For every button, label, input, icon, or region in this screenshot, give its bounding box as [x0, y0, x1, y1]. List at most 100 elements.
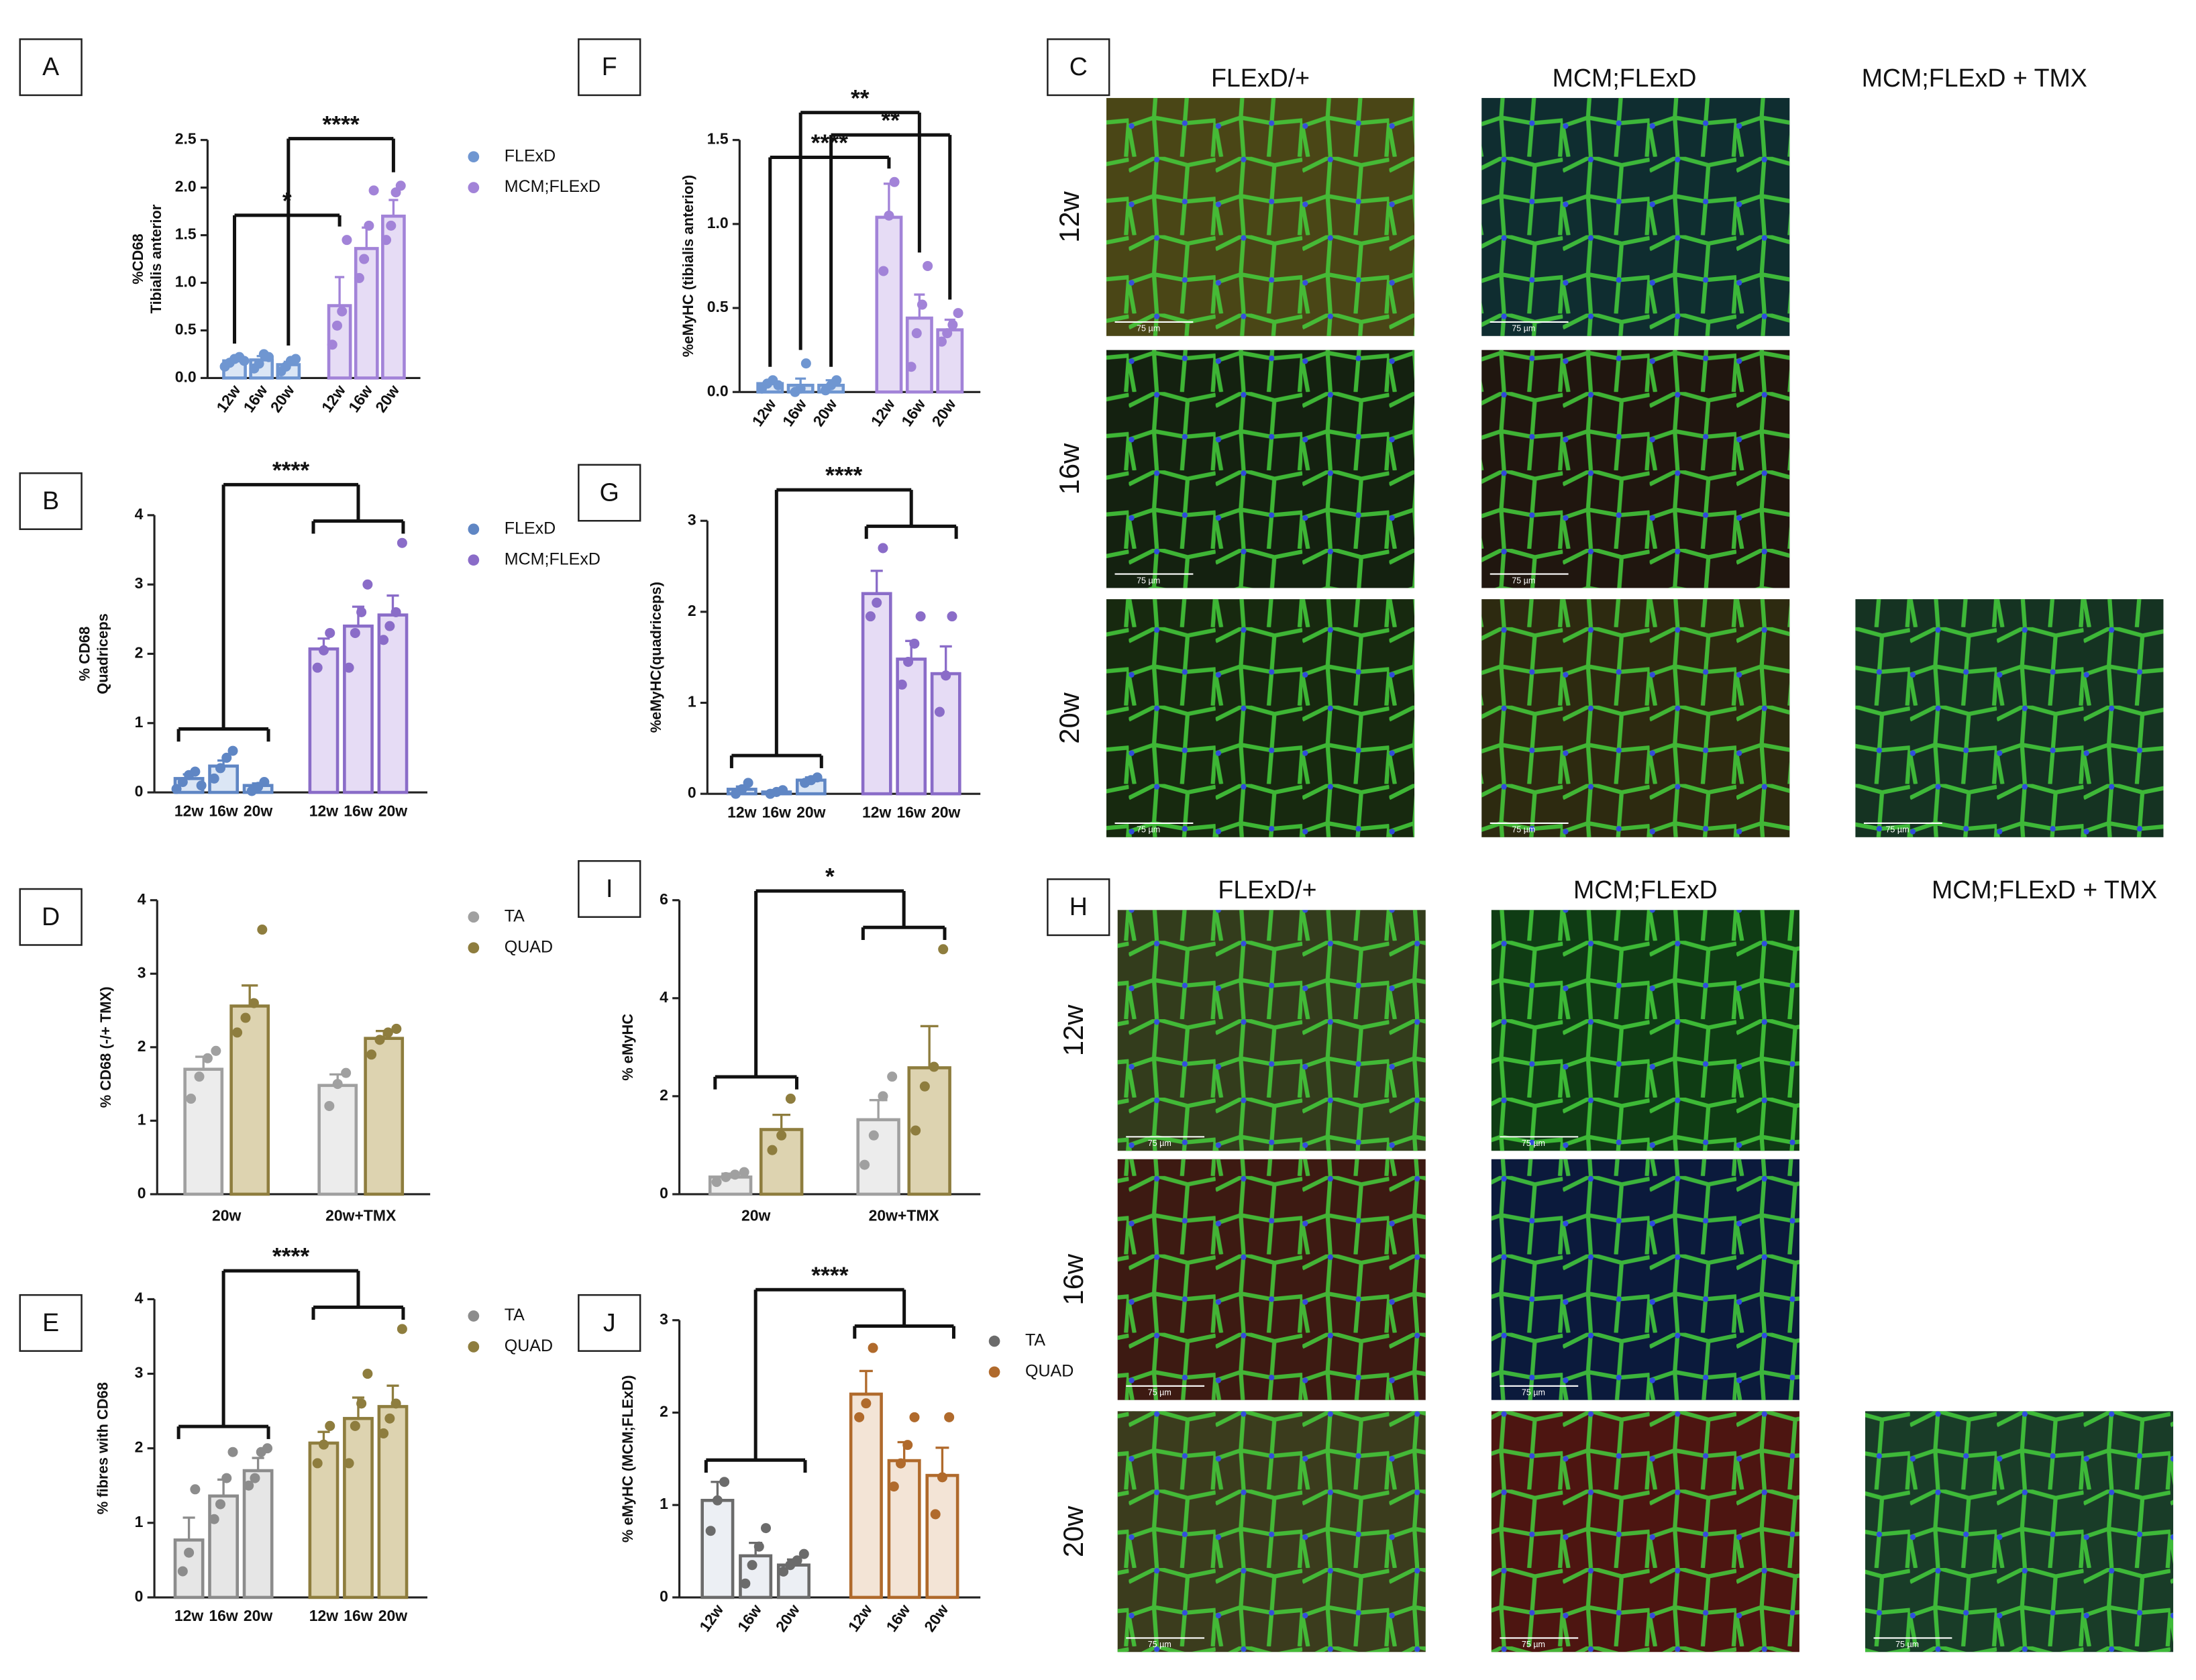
y-tick-label: 0	[135, 1587, 144, 1605]
x-tick-label: 16w	[240, 382, 270, 416]
data-point	[868, 1343, 878, 1353]
y-tick-label: 2	[135, 1438, 144, 1456]
data-point	[390, 607, 401, 618]
y-axis-label: %eMyHC(quadriceps)	[647, 582, 664, 733]
data-point	[737, 784, 747, 794]
data-point	[743, 778, 753, 788]
x-tick-label: 12w	[845, 1601, 876, 1635]
column-header: FLExD/+	[1211, 64, 1310, 92]
row-label: 16w	[1057, 1253, 1089, 1305]
y-axis-label: Quadriceps	[95, 613, 111, 694]
data-point	[953, 308, 963, 319]
y-tick-label: 1.5	[175, 225, 197, 243]
data-point	[767, 1145, 778, 1155]
data-point	[362, 1369, 373, 1379]
data-point	[878, 543, 888, 554]
y-axis-label: % eMyHC	[619, 1014, 636, 1081]
scale-label: 75 µm	[1522, 1388, 1545, 1398]
data-point	[878, 1091, 888, 1102]
x-tick-label: 12w	[748, 396, 779, 430]
legend-marker	[468, 151, 480, 163]
panel-label: B	[42, 486, 59, 515]
y-tick-label: 2	[660, 1086, 668, 1104]
data-point	[354, 272, 364, 283]
micrograph-fibres	[1865, 1411, 2174, 1652]
data-point	[776, 1130, 787, 1141]
x-tick-label: 16w	[734, 1601, 765, 1635]
y-tick-label: 0	[138, 1184, 146, 1202]
x-tick-label: 20w	[741, 1206, 771, 1224]
panel-label: G	[600, 478, 619, 507]
panel-label: I	[606, 874, 613, 902]
data-point	[240, 1012, 251, 1023]
scale-label: 75 µm	[1137, 825, 1160, 835]
legend-label: TA	[505, 906, 525, 925]
y-tick-label: 3	[138, 963, 146, 981]
data-point	[795, 383, 806, 394]
data-point	[257, 925, 268, 935]
column-header: MCM;FLExD	[1573, 876, 1718, 904]
data-point	[747, 1560, 757, 1571]
data-point	[194, 1071, 205, 1082]
legend-label: FLExD	[505, 146, 556, 165]
y-tick-label: 3	[660, 1310, 668, 1328]
x-tick-label: 20w	[372, 382, 403, 416]
data-point	[906, 362, 917, 372]
data-point	[778, 1566, 789, 1577]
data-point	[337, 306, 348, 317]
data-point	[865, 611, 876, 622]
bar	[875, 215, 903, 394]
data-point	[397, 1324, 407, 1334]
legend-marker	[468, 1310, 480, 1322]
bar	[896, 658, 927, 796]
data-point	[909, 638, 920, 649]
x-tick-label: 20w	[378, 802, 408, 819]
column-header: FLExD/+	[1218, 876, 1316, 904]
data-point	[705, 1526, 716, 1536]
micrograph-fibres	[1481, 599, 1790, 837]
x-tick-label: 16w	[882, 1601, 913, 1635]
data-point	[773, 380, 784, 390]
data-point	[244, 1480, 254, 1491]
data-point	[884, 210, 894, 221]
panel-box	[19, 472, 83, 531]
y-tick-label: 1	[688, 693, 696, 711]
y-tick-label: 4	[660, 988, 668, 1006]
x-tick-label: 20w	[809, 396, 840, 430]
bar	[849, 1392, 883, 1599]
scale-label: 75 µm	[1137, 576, 1160, 585]
legend-label: QUAD	[505, 1336, 553, 1355]
x-tick-label: 12w	[696, 1601, 727, 1635]
legend-marker	[468, 1341, 480, 1353]
data-point	[944, 1412, 955, 1422]
x-tick-label: 12w	[862, 803, 892, 821]
x-tick-label: 12w	[318, 382, 349, 416]
data-point	[798, 1548, 809, 1559]
data-point	[362, 579, 373, 590]
data-point	[350, 1420, 360, 1431]
data-point	[915, 611, 926, 622]
data-point	[177, 777, 188, 788]
micrograph-fibres	[1117, 1159, 1426, 1400]
data-point	[800, 358, 811, 369]
data-point	[378, 635, 389, 645]
data-point	[760, 1523, 772, 1534]
y-tick-label: 2.5	[175, 130, 197, 148]
data-point	[917, 299, 927, 310]
legend-label: FLExD	[505, 519, 556, 537]
x-tick-label: 12w	[174, 802, 204, 819]
data-point	[942, 328, 953, 339]
data-point	[186, 1093, 197, 1104]
data-point	[325, 627, 335, 638]
scale-label: 75 µm	[1148, 1388, 1171, 1398]
micrograph-fibres	[1106, 98, 1415, 336]
bar	[887, 1459, 921, 1599]
y-tick-label: 3	[135, 1364, 144, 1381]
x-tick-label: 20w	[244, 802, 273, 819]
micrograph-fibres	[1106, 599, 1415, 837]
bar	[308, 647, 339, 794]
y-tick-label: 1	[138, 1110, 146, 1128]
micrograph-fibres	[1117, 910, 1426, 1151]
data-point	[250, 1473, 260, 1483]
legend-label: QUAD	[505, 937, 553, 956]
